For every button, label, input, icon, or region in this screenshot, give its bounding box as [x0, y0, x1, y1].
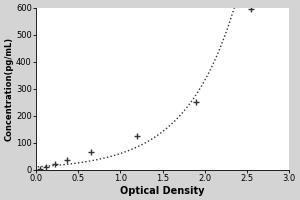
Y-axis label: Concentration(pg/mL): Concentration(pg/mL)	[4, 37, 13, 141]
X-axis label: Optical Density: Optical Density	[120, 186, 205, 196]
